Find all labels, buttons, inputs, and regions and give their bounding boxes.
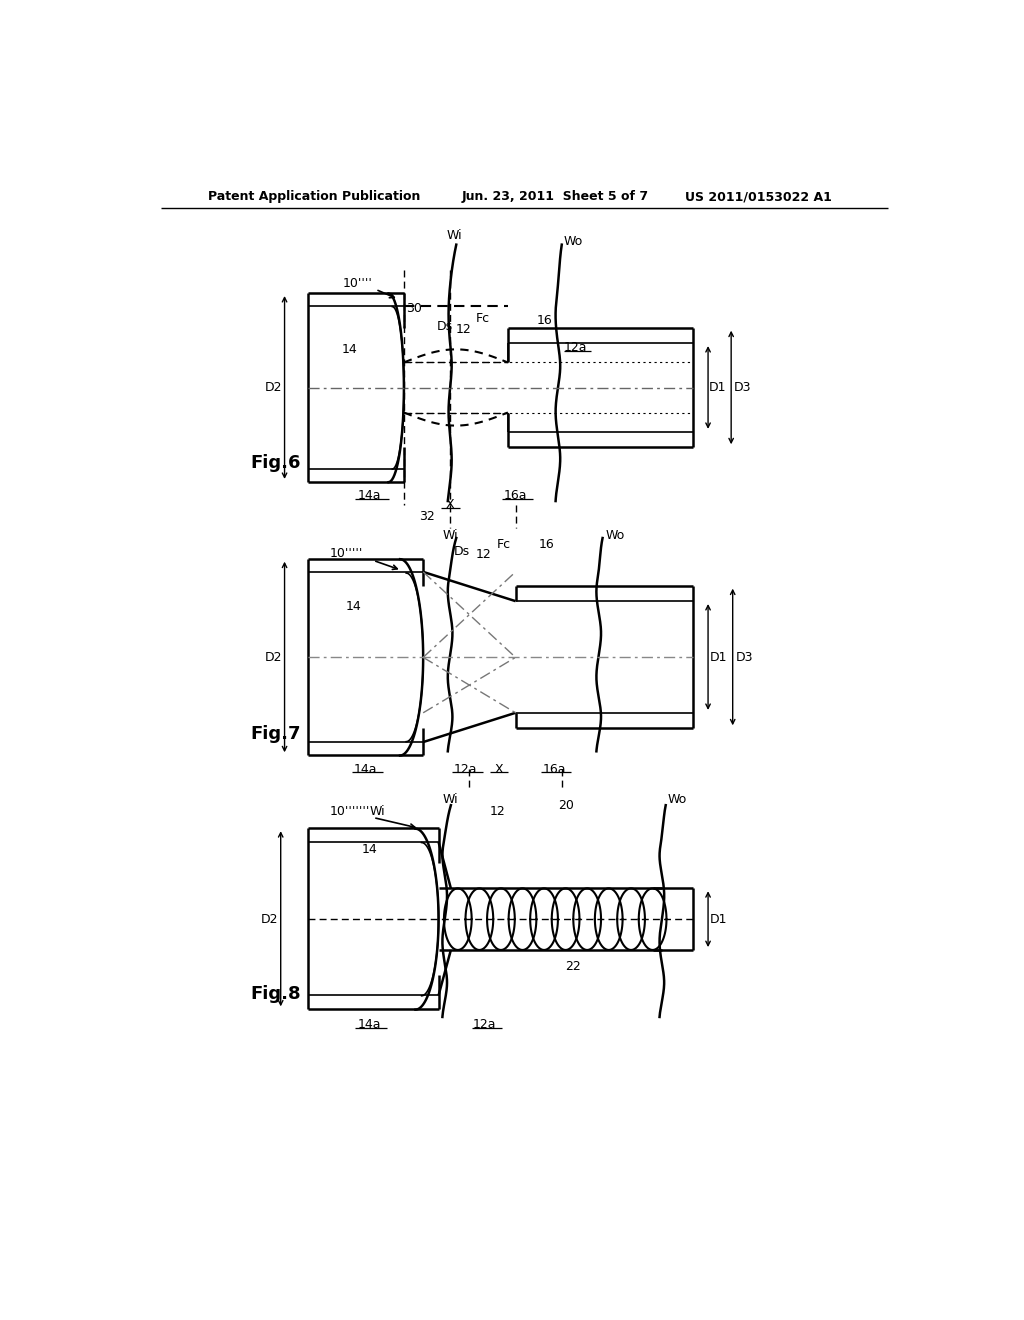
Text: Fig.6: Fig.6: [250, 454, 300, 471]
Text: 22: 22: [565, 961, 582, 973]
Text: 30: 30: [406, 302, 422, 315]
Text: D1: D1: [710, 651, 727, 664]
Text: 14: 14: [361, 843, 377, 857]
Text: 12a: 12a: [454, 763, 477, 776]
Text: 16: 16: [537, 314, 553, 326]
Text: X: X: [445, 499, 455, 511]
Text: Wo: Wo: [668, 792, 687, 805]
Text: 14: 14: [342, 343, 357, 356]
Text: Wi: Wi: [369, 805, 385, 818]
Text: 14a: 14a: [357, 490, 381, 502]
Text: Wo: Wo: [606, 529, 626, 543]
Text: Wo: Wo: [563, 235, 583, 248]
Text: D2: D2: [264, 651, 282, 664]
Text: Fig.7: Fig.7: [250, 726, 300, 743]
Text: D2: D2: [264, 381, 282, 395]
Text: D1: D1: [709, 381, 726, 395]
Text: 12: 12: [456, 323, 471, 335]
Text: Fig.8: Fig.8: [250, 985, 300, 1003]
Text: 14a: 14a: [353, 763, 377, 776]
Text: Patent Application Publication: Patent Application Publication: [208, 190, 420, 203]
Text: Wi: Wi: [442, 529, 458, 543]
Text: 12a: 12a: [564, 341, 588, 354]
Text: Wi: Wi: [442, 792, 458, 805]
Text: 32: 32: [419, 510, 435, 523]
Text: 20: 20: [558, 799, 573, 812]
Text: D1: D1: [710, 912, 727, 925]
Text: 12: 12: [475, 548, 492, 561]
Text: 14a: 14a: [357, 1018, 381, 1031]
Text: Jun. 23, 2011  Sheet 5 of 7: Jun. 23, 2011 Sheet 5 of 7: [462, 190, 649, 203]
Text: 10''''''': 10''''''': [330, 805, 371, 818]
Text: Ds: Ds: [454, 545, 470, 557]
Text: Fc: Fc: [497, 539, 511, 552]
Text: 12: 12: [489, 805, 506, 818]
Text: 10'''': 10'''': [343, 277, 373, 289]
Text: D3: D3: [735, 651, 753, 664]
Text: 14: 14: [346, 601, 361, 612]
Text: Fc: Fc: [476, 312, 490, 325]
Text: 16: 16: [539, 539, 554, 552]
Text: Wi: Wi: [446, 228, 462, 242]
Text: 12a: 12a: [473, 1018, 497, 1031]
Text: X: X: [495, 763, 503, 776]
Text: 16a: 16a: [504, 490, 527, 502]
Text: US 2011/0153022 A1: US 2011/0153022 A1: [685, 190, 831, 203]
Text: D3: D3: [734, 381, 752, 395]
Text: Ds: Ds: [436, 319, 453, 333]
Text: D2: D2: [260, 912, 278, 925]
Text: 10''''': 10''''': [330, 546, 362, 560]
Text: 16a: 16a: [543, 763, 566, 776]
